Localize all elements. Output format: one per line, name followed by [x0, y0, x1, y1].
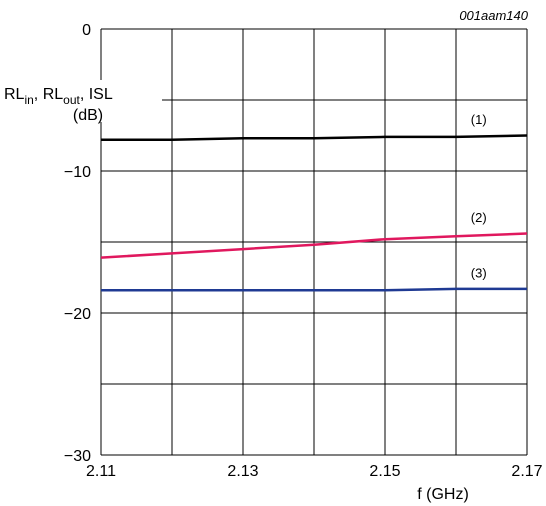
y-axis-label: RLin, RLout, ISL (dB)	[0, 80, 162, 124]
series-line-2	[100, 232, 528, 259]
grid	[100, 28, 528, 456]
y-axis-label-background	[0, 80, 162, 122]
ylabel-part-2: , RL	[34, 86, 63, 103]
y-axis-label-line2: (dB)	[73, 107, 103, 124]
figure-code: 001aam140	[459, 8, 528, 23]
ylabel-part-3: , ISL	[80, 86, 113, 103]
ylabel-sub-1: in	[24, 93, 33, 107]
y-tick-label-3: −30	[64, 448, 91, 465]
x-tick-label-2: 2.15	[369, 463, 400, 480]
x-tick-label-1: 2.13	[227, 463, 258, 480]
series-lines	[100, 134, 528, 292]
y-tick-label-2: −20	[64, 306, 91, 323]
ylabel-part-1: RL	[4, 86, 25, 103]
y-tick-label-1: −10	[64, 164, 91, 181]
series-label-3: (3)	[471, 266, 487, 281]
series-line-1	[101, 134, 528, 142]
series-label-2: (2)	[471, 210, 487, 225]
x-tick-label-0: 2.11	[86, 463, 116, 480]
x-tick-label-3: 2.17	[511, 463, 542, 480]
y-tick-label-0: 0	[82, 22, 91, 39]
series-labels: (1) (2) (3)	[471, 112, 487, 280]
x-axis-label: f (GHz)	[417, 486, 469, 503]
series-label-1: (1)	[471, 112, 487, 127]
y-axis-label-line1: RLin, RLout, ISL	[4, 86, 113, 107]
tick-labels: 2.11 2.13 2.15 2.17 0 −10 −20 −30	[64, 22, 543, 480]
series-line-3	[101, 287, 527, 292]
ylabel-sub-2: out	[63, 93, 80, 107]
